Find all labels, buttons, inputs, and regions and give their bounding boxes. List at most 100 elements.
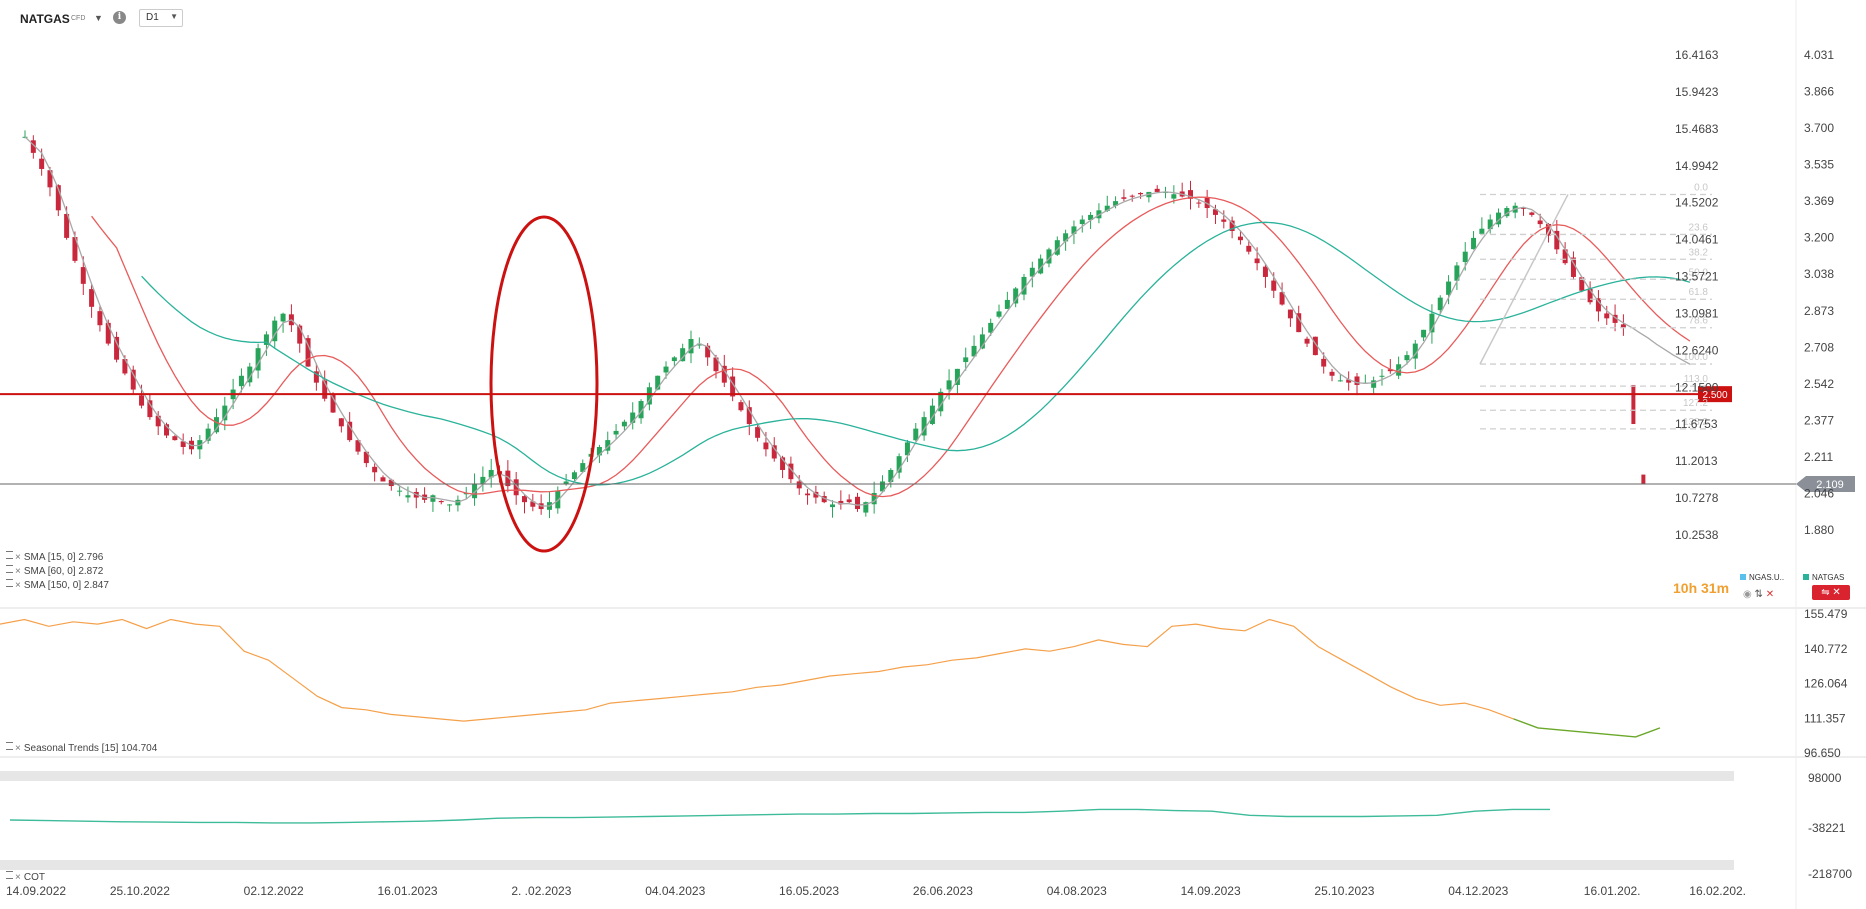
candle-up bbox=[888, 469, 894, 482]
symbol-dropdown-icon[interactable]: ▼ bbox=[94, 13, 103, 23]
cot-band-bottom bbox=[0, 860, 1734, 870]
candle-down bbox=[1304, 338, 1310, 344]
cot-y-tick: -218700 bbox=[1808, 867, 1852, 881]
candle-up bbox=[1171, 194, 1177, 199]
info-icon[interactable]: i bbox=[113, 11, 126, 24]
candle-up bbox=[480, 476, 486, 484]
candle-down bbox=[738, 402, 744, 411]
y-left-tick: 14.9942 bbox=[1675, 159, 1719, 173]
sort-icon[interactable]: ⇅ bbox=[1754, 589, 1763, 600]
eye-icon[interactable]: ◉ bbox=[1743, 589, 1752, 600]
candle-down bbox=[1271, 280, 1277, 291]
fib-level-label: 113.0 bbox=[1684, 374, 1709, 385]
candle-up bbox=[238, 375, 244, 387]
candle-down bbox=[1641, 474, 1646, 484]
candle-down bbox=[105, 322, 111, 344]
close-icon[interactable]: × bbox=[15, 743, 21, 754]
y-left-tick: 15.9423 bbox=[1675, 85, 1719, 99]
candle-down bbox=[1521, 207, 1526, 209]
candle-down bbox=[796, 481, 802, 489]
candle-down bbox=[1545, 223, 1551, 236]
close-icon[interactable]: × bbox=[15, 552, 21, 563]
legend-label: NATGAS bbox=[1812, 573, 1845, 582]
candle-down bbox=[380, 477, 386, 482]
y-left-tick: 16.4163 bbox=[1675, 48, 1719, 62]
seasonal-y-tick: 126.064 bbox=[1804, 677, 1848, 691]
candle-up bbox=[1462, 251, 1468, 263]
candle-down bbox=[322, 380, 328, 399]
candle-up bbox=[222, 405, 228, 421]
candle-down bbox=[513, 479, 519, 496]
y-left-tick: 15.4683 bbox=[1675, 122, 1719, 136]
candle-down bbox=[1387, 369, 1393, 372]
candle-up bbox=[1113, 201, 1119, 206]
candle-up bbox=[630, 412, 636, 423]
legend-tools[interactable]: ◉ ⇅ ✕ bbox=[1743, 589, 1783, 601]
settings-icon[interactable] bbox=[6, 565, 13, 573]
candle-down bbox=[47, 170, 53, 188]
candle-down bbox=[297, 325, 303, 344]
candle-down bbox=[522, 496, 527, 503]
settings-icon[interactable] bbox=[6, 871, 13, 879]
candle-down bbox=[1329, 371, 1335, 376]
settings-icon[interactable] bbox=[6, 579, 13, 587]
y-right-tick: 3.369 bbox=[1804, 194, 1834, 208]
settings-icon[interactable] bbox=[6, 551, 13, 559]
legend-natgas[interactable]: NATGAS bbox=[1803, 573, 1844, 582]
candle-up bbox=[938, 391, 944, 412]
candle-up bbox=[1071, 226, 1077, 234]
chart-header: NATGAS CFD ▼ i D1 ▼ bbox=[0, 0, 600, 30]
candle-up bbox=[638, 401, 644, 419]
settings-icon[interactable] bbox=[6, 742, 13, 750]
candle-up bbox=[946, 380, 952, 390]
candle-down bbox=[763, 442, 769, 450]
indicator-seasonal[interactable]: × Seasonal Trends [15] 104.704 bbox=[6, 742, 157, 754]
close-icon[interactable]: × bbox=[15, 872, 21, 883]
remove-icon[interactable]: ✕ bbox=[1765, 589, 1775, 600]
candle-up bbox=[1404, 355, 1410, 361]
x-tick: 26.06.2023 bbox=[913, 884, 973, 898]
candle-up bbox=[1038, 258, 1044, 274]
candle-down bbox=[730, 376, 736, 397]
close-icon[interactable]: × bbox=[15, 580, 21, 591]
candle-down bbox=[705, 345, 711, 358]
x-tick: 04.04.2023 bbox=[645, 884, 705, 898]
candle-down bbox=[1188, 190, 1193, 199]
candle-up bbox=[263, 334, 269, 345]
candle-up bbox=[830, 504, 836, 508]
indicator-label: Seasonal Trends [15] 104.704 bbox=[23, 743, 158, 754]
candle-down bbox=[1562, 249, 1568, 264]
candle-up bbox=[1437, 297, 1443, 311]
close-icon[interactable]: × bbox=[15, 566, 21, 577]
candle-up bbox=[205, 428, 211, 441]
candle-up bbox=[879, 481, 885, 492]
candle-up bbox=[1454, 265, 1460, 281]
candle-down bbox=[1237, 236, 1243, 241]
indicator-cot[interactable]: × COT bbox=[6, 871, 45, 883]
candle-up bbox=[1021, 276, 1027, 295]
candle-down bbox=[147, 400, 153, 418]
candle-down bbox=[172, 436, 178, 441]
indicator-sma150[interactable]: × SMA [150, 0] 2.847 bbox=[6, 579, 109, 591]
candle-down bbox=[363, 451, 369, 464]
symbol-name[interactable]: NATGAS bbox=[20, 12, 70, 26]
candle-down bbox=[788, 463, 794, 480]
candle-up bbox=[605, 440, 611, 451]
candle-down bbox=[330, 394, 336, 413]
legend-ngas[interactable]: NGAS.U.. bbox=[1740, 573, 1784, 582]
candle-down bbox=[139, 395, 145, 406]
last-price-label: 2.109 bbox=[1816, 479, 1844, 491]
candle-down bbox=[1121, 197, 1127, 199]
candle-down bbox=[1354, 376, 1360, 385]
indicator-sma60[interactable]: × SMA [60, 0] 2.872 bbox=[6, 565, 103, 577]
compare-remove-button[interactable]: ⇋ ✕ bbox=[1812, 585, 1850, 600]
candle-up bbox=[397, 490, 403, 492]
candle-down bbox=[1254, 258, 1260, 264]
candle-down bbox=[347, 421, 353, 441]
timeframe-select[interactable]: D1 ▼ bbox=[139, 9, 183, 27]
last-price-tag bbox=[1796, 475, 1855, 492]
candle-down bbox=[721, 365, 727, 383]
indicator-sma15[interactable]: × SMA [15, 0] 2.796 bbox=[6, 551, 103, 563]
indicator-label: SMA [150, 0] 2.847 bbox=[23, 580, 109, 591]
